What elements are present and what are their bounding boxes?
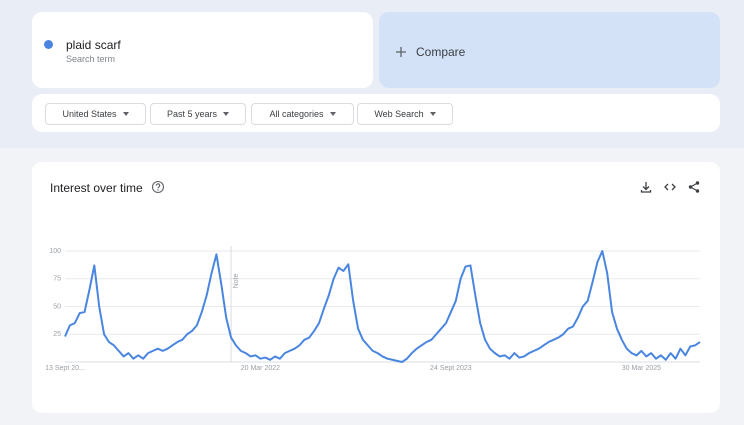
compare-card[interactable]: Compare xyxy=(379,12,720,88)
filter-label: Web Search xyxy=(374,109,424,119)
y-tick-label: 75 xyxy=(53,276,61,283)
filter-button[interactable]: Web Search xyxy=(357,103,453,125)
chart-card: Interest over time 25 50 75 100 13 Sept 20..… xyxy=(32,162,720,413)
x-tick-label: 30 Mar 2025 xyxy=(622,365,661,372)
filter-label: United States xyxy=(62,109,117,119)
series-line xyxy=(64,250,701,363)
x-tick-label: 13 Sept 20... xyxy=(45,365,85,372)
filter-button[interactable]: Past 5 years xyxy=(150,103,246,125)
filter-button[interactable]: All categories xyxy=(251,103,354,125)
help-icon[interactable] xyxy=(151,180,165,194)
search-subtitle: Search term xyxy=(66,54,116,64)
x-tick-label: 20 Mar 2022 xyxy=(241,365,280,372)
chart-title: Interest over time xyxy=(50,181,143,195)
plus-icon xyxy=(396,47,406,57)
series-dot xyxy=(44,40,53,49)
compare-label: Compare xyxy=(416,45,466,59)
y-tick-label: 50 xyxy=(53,303,61,310)
filter-label: Past 5 years xyxy=(166,109,218,119)
embed-icon[interactable] xyxy=(663,180,677,194)
search-term-card[interactable]: plaid scarf Search term xyxy=(32,12,373,88)
filter-button[interactable]: United States xyxy=(45,103,146,125)
search-term: plaid scarf xyxy=(66,38,121,52)
share-icon[interactable] xyxy=(687,180,701,194)
filter-bar: United States Past 5 years All categorie… xyxy=(32,94,720,132)
y-tick-label: 100 xyxy=(49,248,61,255)
y-tick-label: 25 xyxy=(53,331,61,338)
filter-label: All categories xyxy=(269,109,324,119)
x-tick-label: 24 Sept 2023 xyxy=(430,365,472,372)
download-icon[interactable] xyxy=(639,180,653,194)
chart: 25 50 75 100 13 Sept 20... 20 Mar 2022 24 Sept… xyxy=(45,246,701,372)
annotation-label: Note xyxy=(233,274,240,289)
